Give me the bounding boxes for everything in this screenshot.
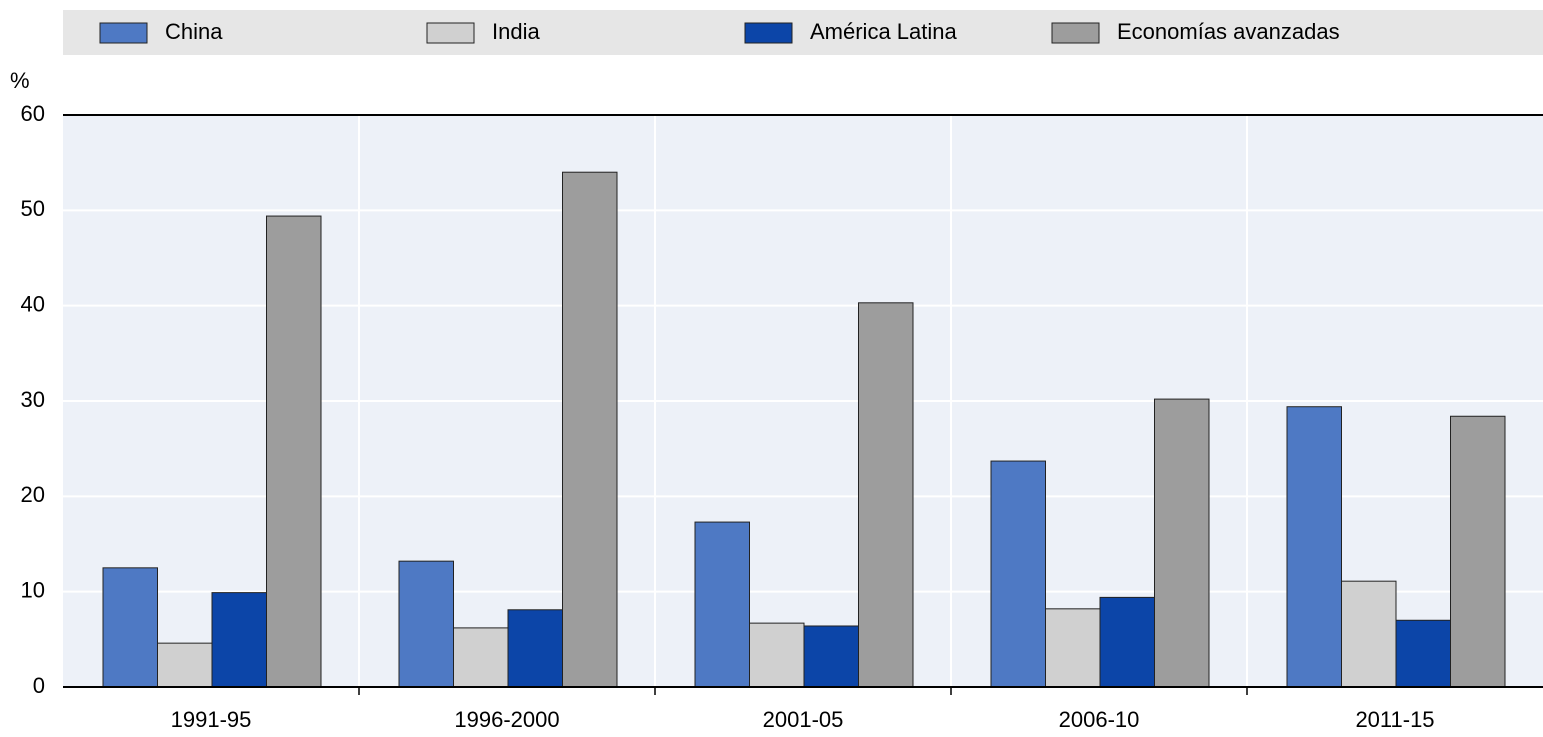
y-tick-label: 50: [21, 196, 45, 221]
bar: [211, 592, 267, 688]
x-tick-label: 2006-10: [1059, 707, 1140, 732]
legend-label: India: [492, 19, 540, 44]
bar: [694, 521, 750, 688]
bar: [858, 302, 914, 688]
bar: [1395, 619, 1451, 688]
y-tick-label: 60: [21, 101, 45, 126]
bar: [157, 642, 213, 688]
legend-swatch: [99, 22, 148, 44]
bar: [1450, 415, 1506, 688]
bar: [1154, 398, 1210, 688]
y-tick-label: 10: [21, 577, 45, 602]
y-tick-label: 20: [21, 482, 45, 507]
bar: [102, 567, 158, 688]
legend-swatch: [744, 22, 793, 44]
legend-label: Economías avanzadas: [1117, 19, 1340, 44]
x-tick-label: 2011-15: [1355, 707, 1434, 732]
bar: [1286, 406, 1342, 688]
bar: [803, 625, 859, 688]
legend-swatch: [1051, 22, 1100, 44]
legend-label: China: [165, 19, 223, 44]
y-tick-label: 40: [21, 291, 45, 316]
legend-swatch: [426, 22, 475, 44]
bar: [749, 622, 805, 688]
legend-label: América Latina: [810, 19, 958, 44]
x-tick-label: 1991-95: [171, 707, 252, 732]
bar: [266, 215, 322, 688]
bar: [990, 460, 1046, 688]
x-tick-label: 1996-2000: [454, 707, 559, 732]
bar: [562, 171, 618, 688]
y-tick-label: 0: [33, 673, 45, 698]
bar: [1341, 580, 1397, 688]
bar: [1099, 596, 1155, 688]
y-tick-label: 30: [21, 387, 45, 412]
bar: [1045, 608, 1101, 688]
x-tick-label: 2001-05: [763, 707, 844, 732]
legend-band: [63, 10, 1543, 55]
bar: [453, 627, 509, 688]
y-axis-label: %: [10, 68, 30, 93]
bar: [398, 560, 454, 688]
bar: [507, 609, 563, 688]
